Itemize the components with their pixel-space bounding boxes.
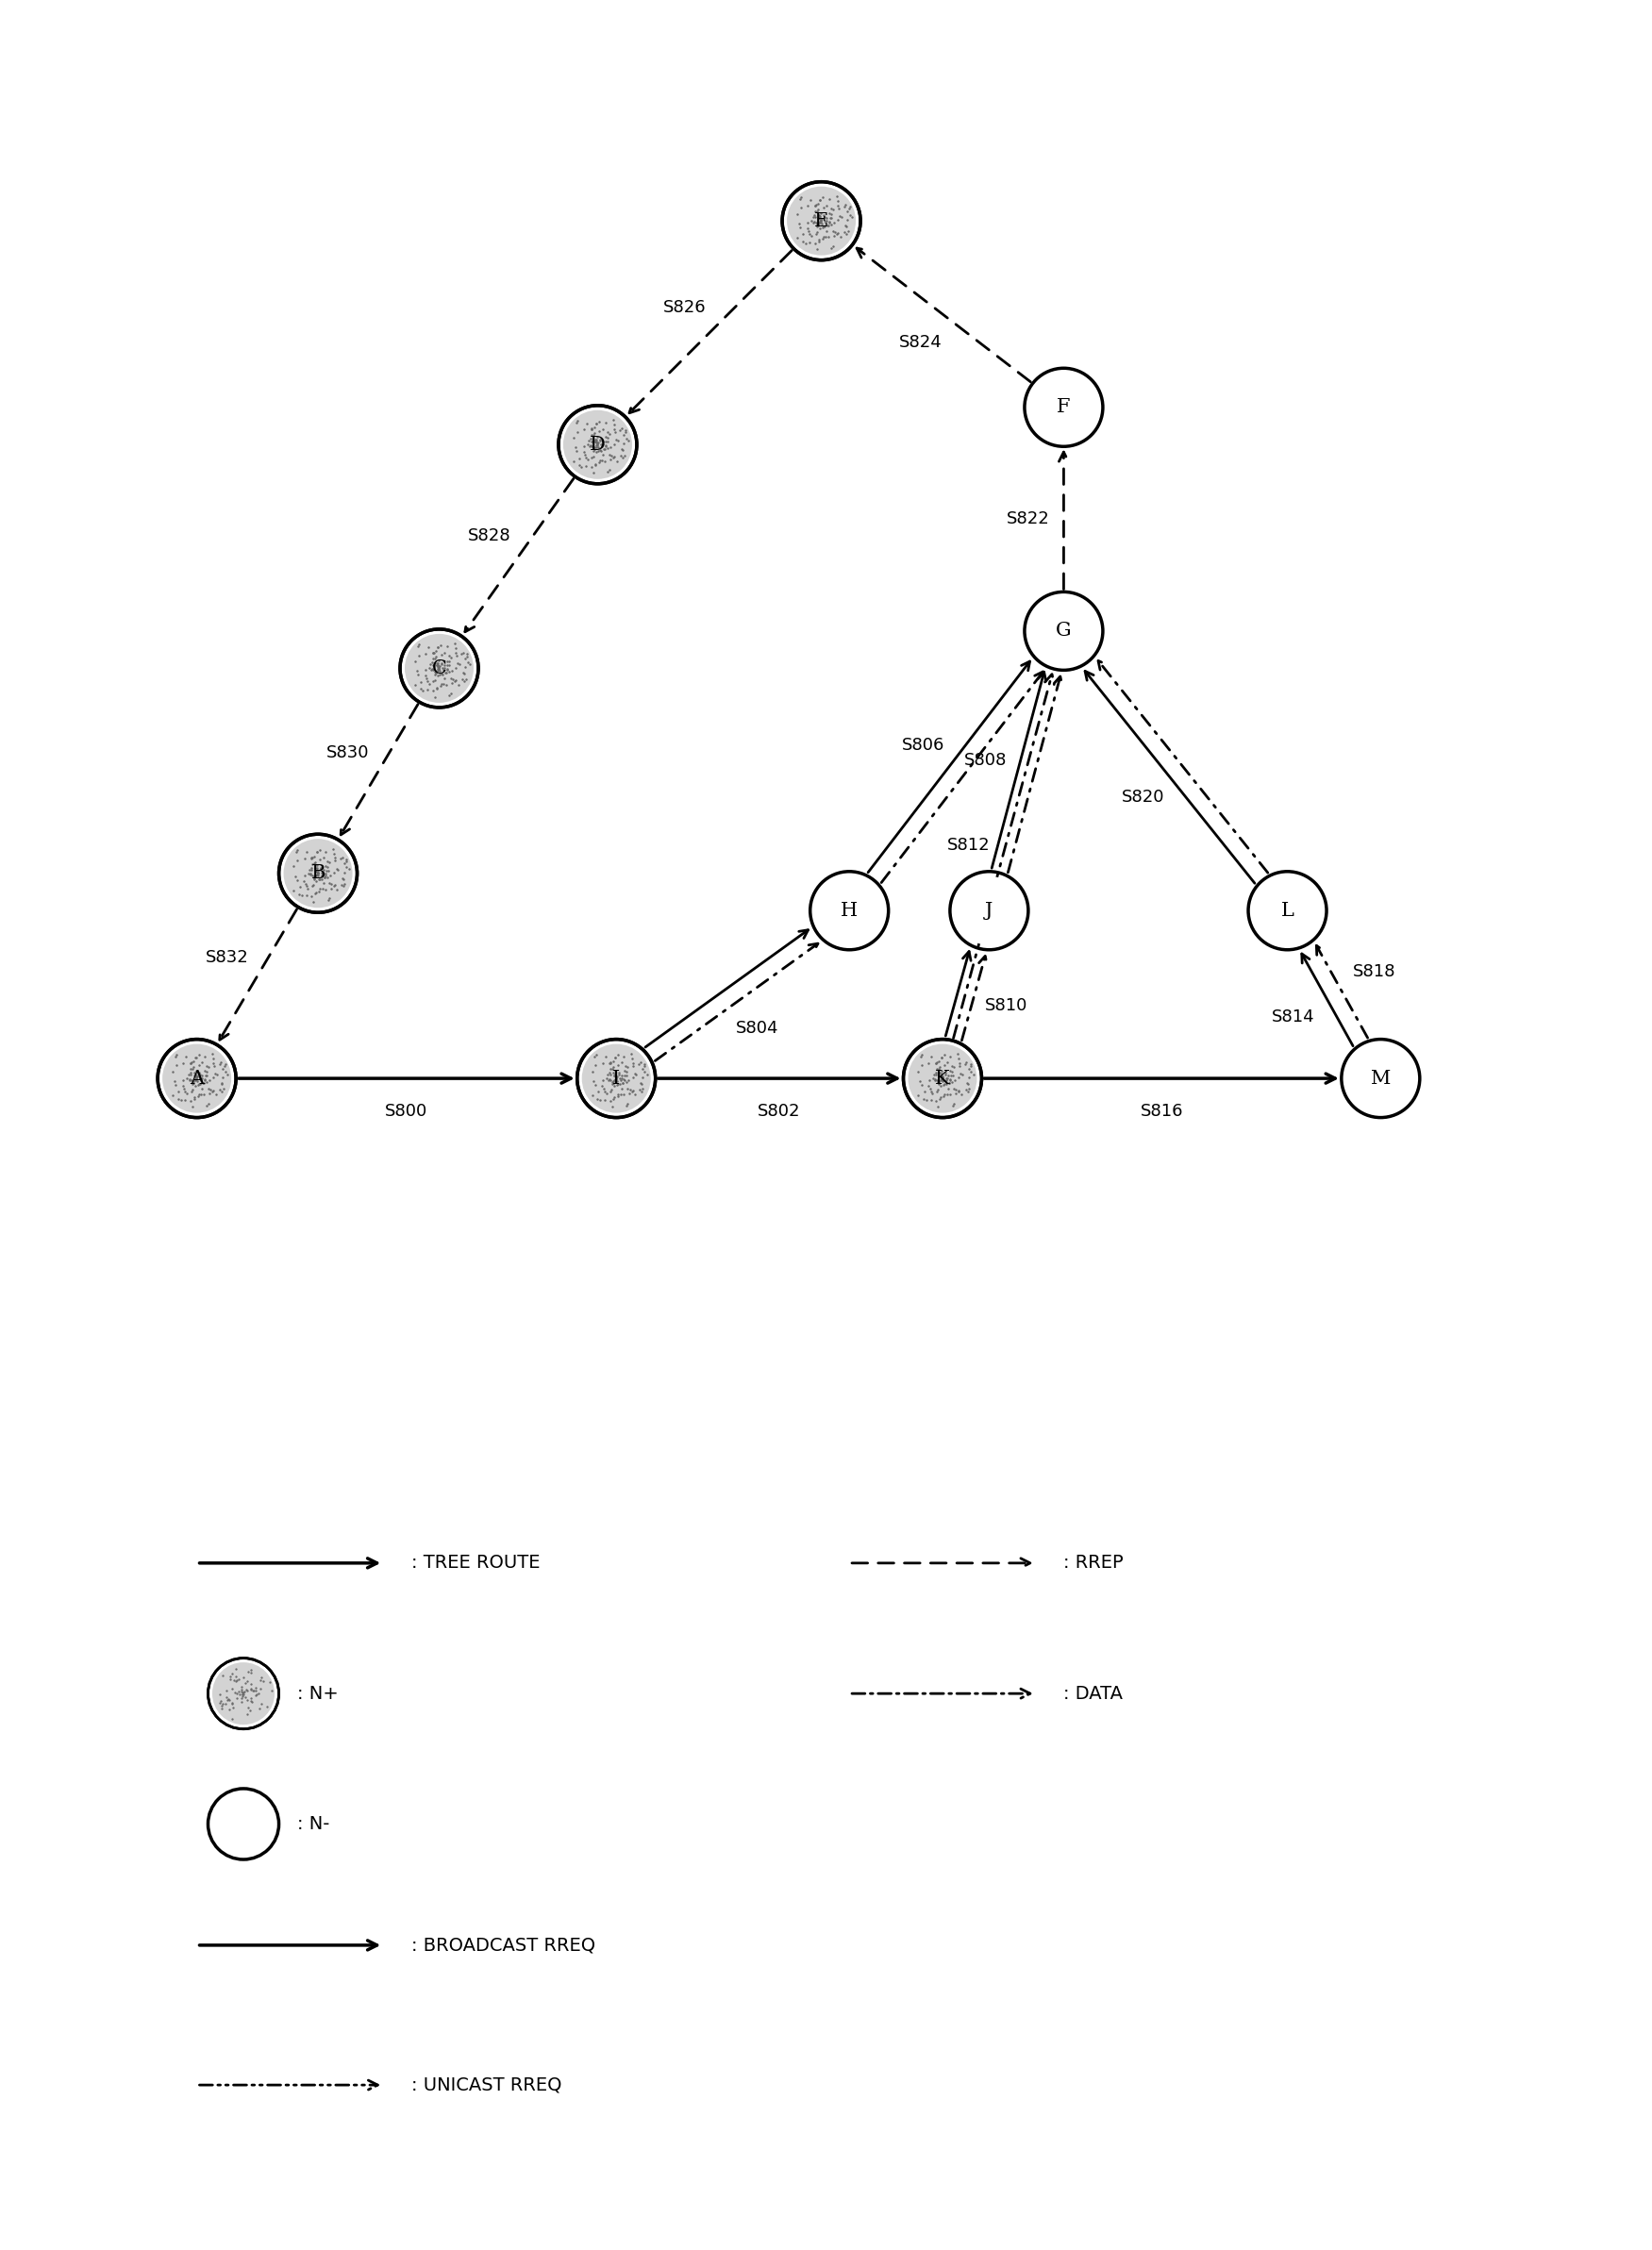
Text: D: D — [590, 436, 606, 455]
Text: : UNICAST RREQ: : UNICAST RREQ — [411, 2077, 562, 2095]
Text: S818: S818 — [1353, 963, 1396, 981]
Circle shape — [1029, 596, 1099, 666]
Text: S820: S820 — [1122, 788, 1165, 806]
Text: C: C — [431, 659, 446, 677]
Circle shape — [162, 1044, 231, 1114]
Text: E: E — [814, 212, 829, 230]
Circle shape — [563, 410, 633, 479]
Circle shape — [955, 875, 1024, 945]
Text: L: L — [1280, 902, 1294, 920]
Circle shape — [1252, 875, 1322, 945]
Text: S802: S802 — [758, 1102, 801, 1120]
Circle shape — [786, 187, 856, 254]
Text: S828: S828 — [468, 526, 510, 544]
Text: : DATA: : DATA — [1064, 1685, 1123, 1703]
Text: S800: S800 — [385, 1102, 428, 1120]
Circle shape — [211, 1663, 274, 1726]
Text: : TREE ROUTE: : TREE ROUTE — [411, 1555, 540, 1573]
Text: B: B — [311, 864, 325, 882]
Text: S826: S826 — [662, 299, 705, 317]
Text: M: M — [1371, 1069, 1391, 1087]
Text: G: G — [1056, 621, 1072, 639]
Text: F: F — [1057, 398, 1070, 416]
Text: S804: S804 — [735, 1019, 778, 1037]
Text: S806: S806 — [902, 736, 945, 754]
Text: S812: S812 — [947, 837, 991, 855]
Text: A: A — [190, 1069, 203, 1087]
Text: S832: S832 — [205, 949, 248, 965]
Text: : BROADCAST RREQ: : BROADCAST RREQ — [411, 1937, 595, 1955]
Text: : RREP: : RREP — [1064, 1555, 1123, 1573]
Text: H: H — [841, 902, 857, 920]
Text: K: K — [935, 1069, 950, 1087]
Text: : N-: : N- — [297, 1816, 330, 1834]
Text: S814: S814 — [1272, 1008, 1315, 1026]
Circle shape — [582, 1044, 651, 1114]
Circle shape — [1346, 1044, 1416, 1114]
Text: I: I — [613, 1069, 620, 1087]
Text: S830: S830 — [327, 745, 370, 761]
Circle shape — [909, 1044, 976, 1114]
Text: : N+: : N+ — [297, 1685, 339, 1703]
Text: S810: S810 — [985, 997, 1028, 1015]
Circle shape — [1029, 374, 1099, 441]
Text: S824: S824 — [899, 333, 943, 351]
Circle shape — [284, 839, 352, 907]
Text: J: J — [985, 902, 993, 920]
Text: S808: S808 — [965, 752, 1008, 770]
Circle shape — [405, 634, 474, 702]
Text: S822: S822 — [1006, 511, 1051, 529]
Circle shape — [814, 875, 884, 945]
Text: S816: S816 — [1140, 1102, 1183, 1120]
